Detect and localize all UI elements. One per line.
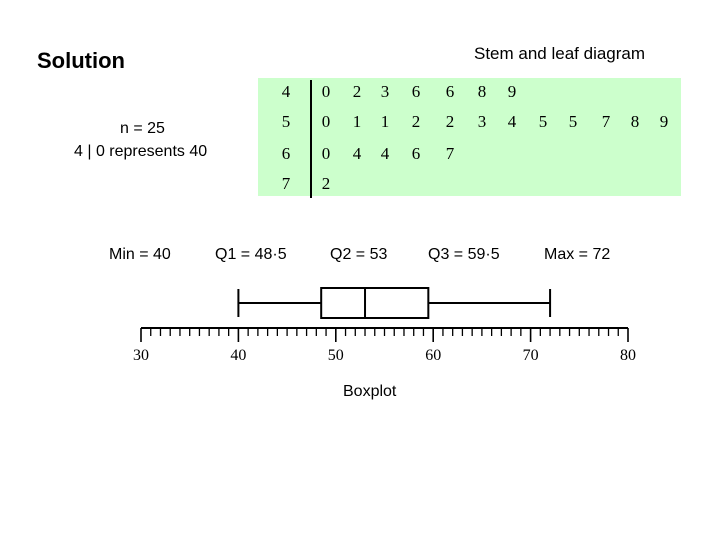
interquartile-box	[320, 287, 430, 319]
leaf-value: 8	[630, 112, 640, 131]
leaf-value: 2	[411, 112, 421, 131]
axis-tick-label: 60	[425, 347, 441, 364]
leaf-value: 4	[352, 144, 362, 163]
leaf-value: 6	[411, 144, 421, 163]
leaf-value: 0	[321, 144, 331, 163]
stem-leaf-title: Stem and leaf diagram	[474, 44, 646, 63]
leaf-value: 6	[411, 82, 421, 101]
solution-heading: Solution	[37, 48, 125, 73]
stem-value: 7	[281, 174, 291, 193]
leaf-value: 9	[507, 82, 517, 101]
axis-tick-label: 80	[620, 347, 636, 364]
sample-size-label: n = 25	[120, 120, 165, 137]
axis-tick-label: 70	[523, 347, 539, 364]
leaf-value: 5	[568, 112, 578, 131]
stem-leaf-key: 4 | 0 represents 40	[74, 143, 208, 160]
axis-tick-label: 50	[328, 347, 344, 364]
leaf-value: 3	[380, 82, 390, 101]
leaf-value: 9	[659, 112, 669, 131]
leaf-value: 5	[538, 112, 548, 131]
leaf-value: 7	[601, 112, 611, 131]
leaf-value: 6	[445, 82, 455, 101]
axis-tick-label: 30	[133, 347, 149, 364]
leaf-value: 0	[321, 112, 331, 131]
leaf-value: 2	[321, 174, 331, 193]
stem-leaf-table	[258, 78, 681, 196]
leaf-value: 4	[507, 112, 517, 131]
leaf-value: 7	[445, 144, 455, 163]
boxplot-title: Boxplot	[343, 383, 397, 400]
stem-value: 4	[281, 82, 291, 101]
leaf-value: 1	[352, 112, 362, 131]
max-label: Max = 72	[544, 246, 611, 263]
min-label: Min = 40	[109, 246, 171, 263]
leaf-value: 8	[477, 82, 487, 101]
stem-leaf-divider	[310, 80, 312, 198]
leaf-value: 4	[380, 144, 390, 163]
q3-label: Q3 = 59·5	[428, 246, 500, 263]
q2-label: Q2 = 53	[330, 246, 388, 263]
q1-label: Q1 = 48·5	[215, 246, 287, 263]
leaf-value: 0	[321, 82, 331, 101]
leaf-value: 2	[352, 82, 362, 101]
axis-tick-label: 40	[230, 347, 246, 364]
leaf-value: 3	[477, 112, 487, 131]
stem-value: 6	[281, 144, 291, 163]
leaf-value: 2	[445, 112, 455, 131]
stem-value: 5	[281, 112, 291, 131]
leaf-value: 1	[380, 112, 390, 131]
